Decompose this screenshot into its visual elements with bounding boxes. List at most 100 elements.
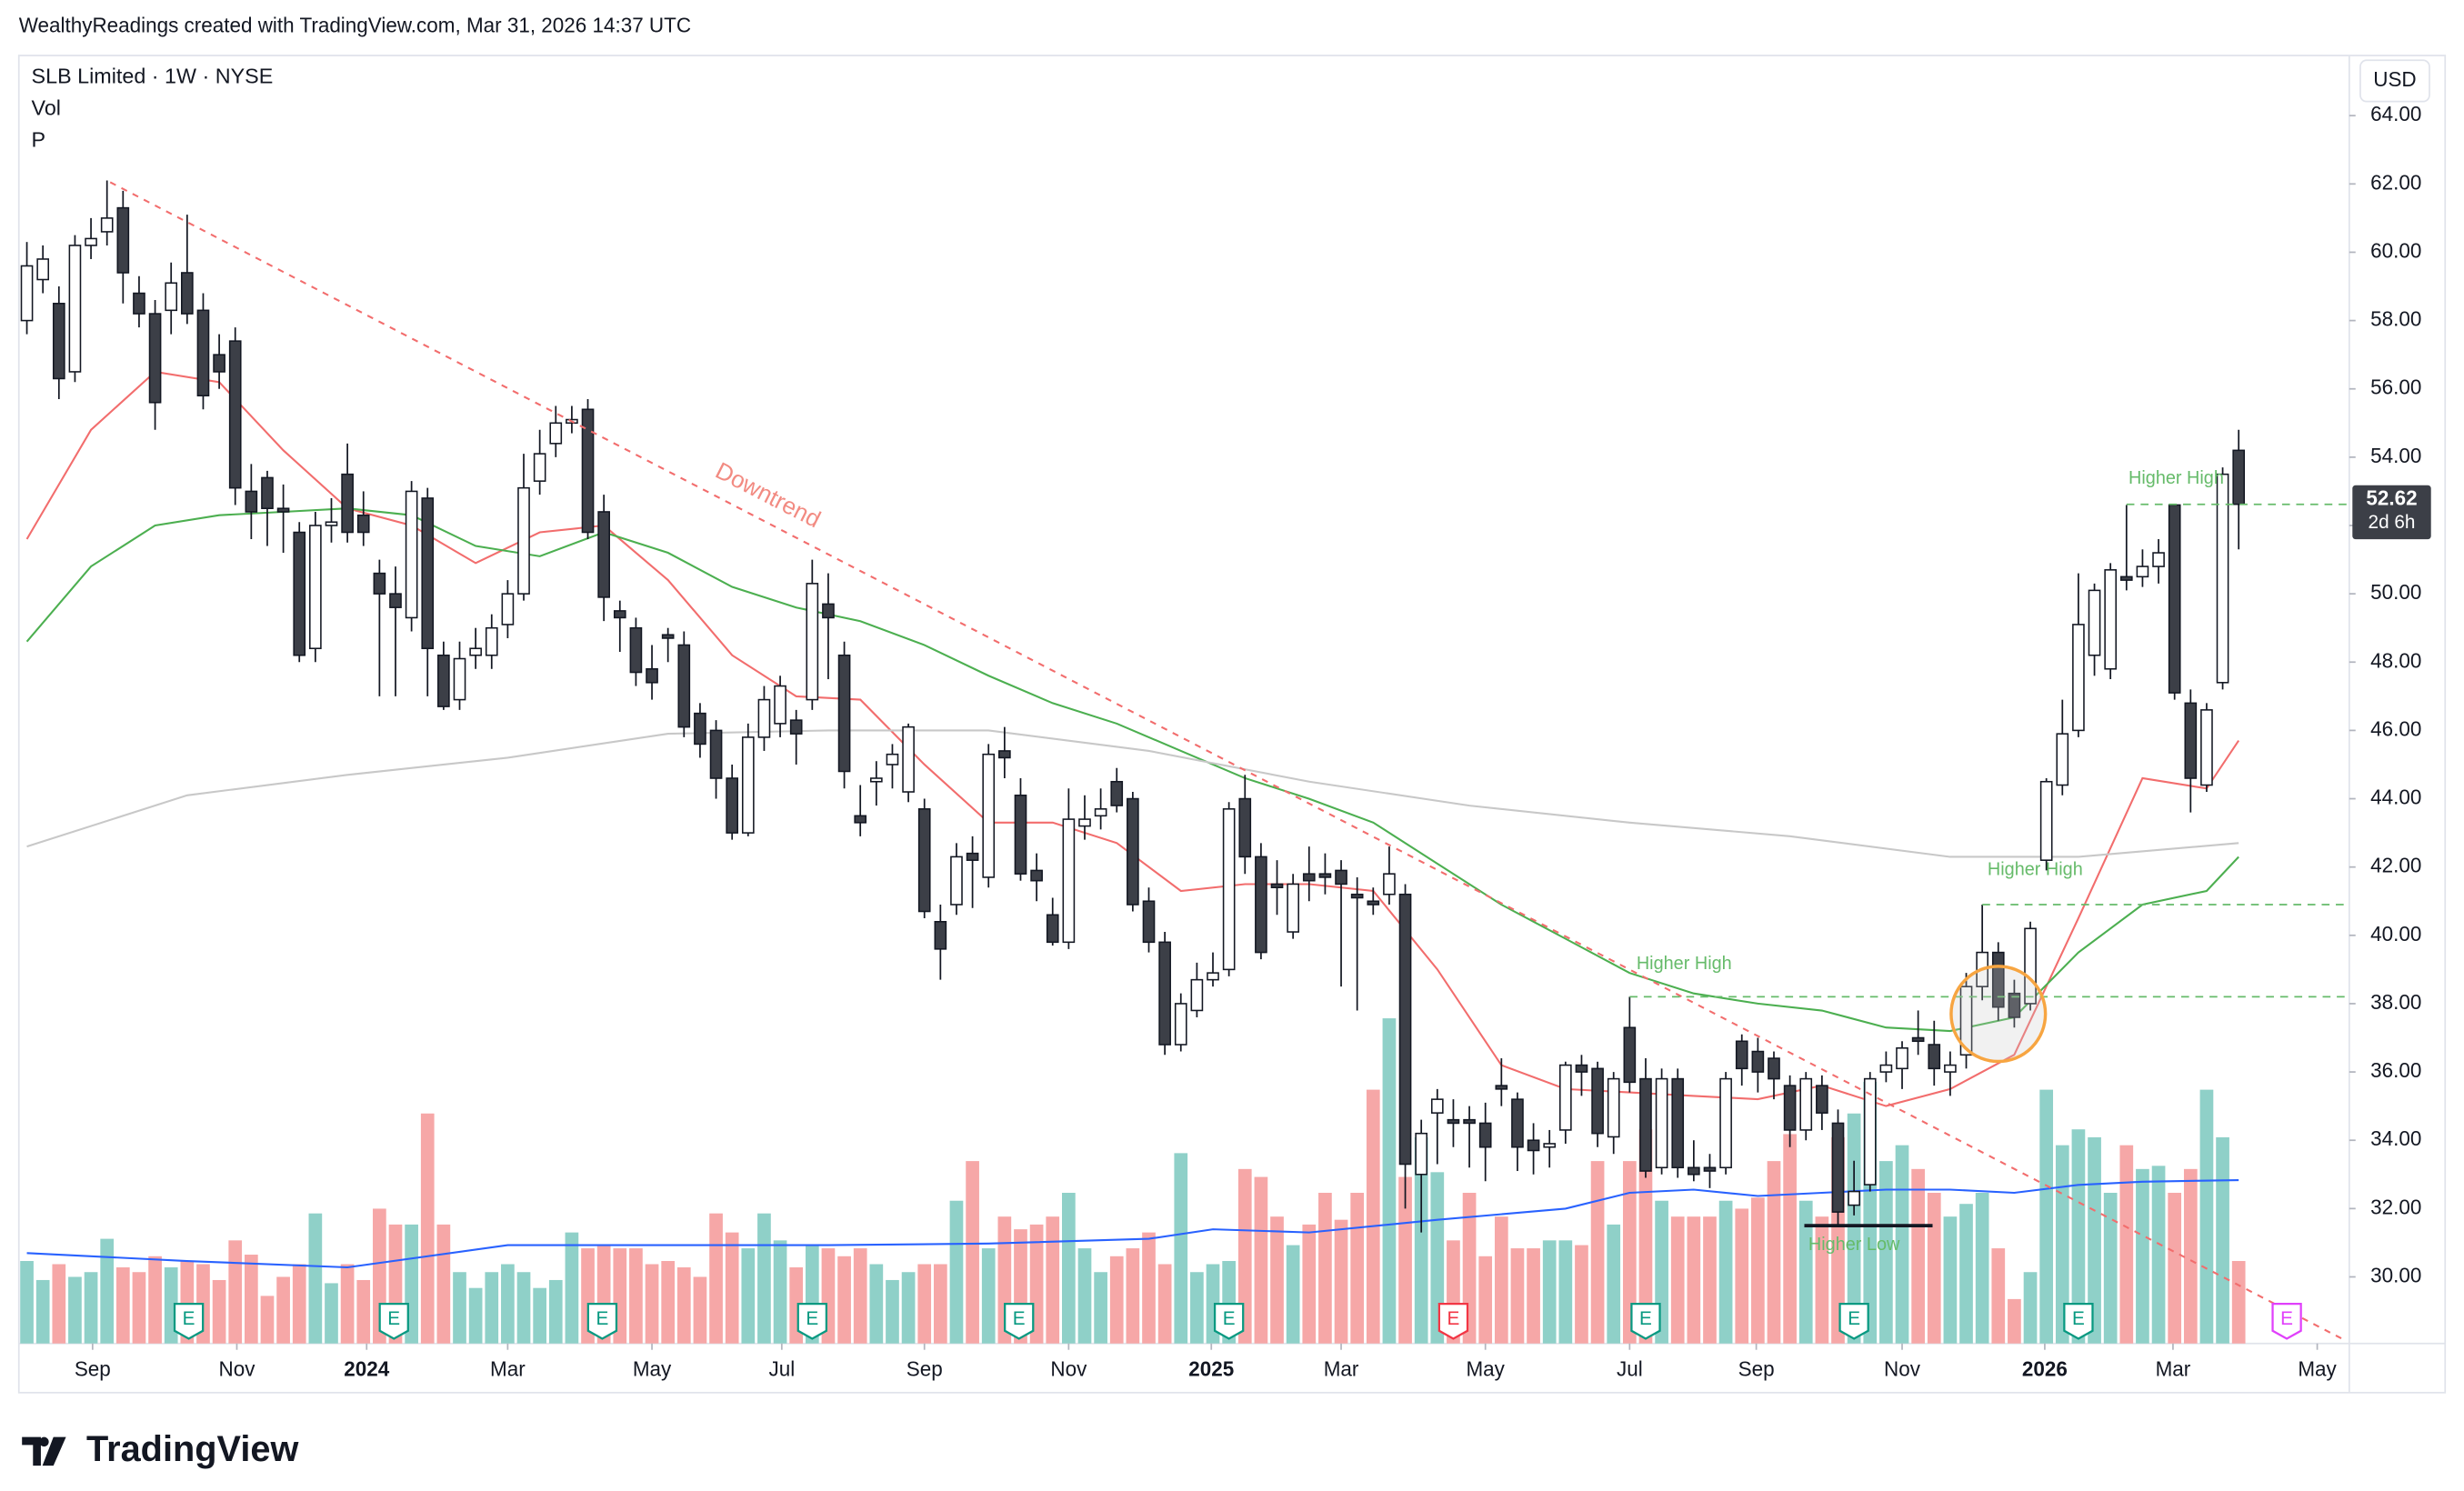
candle-body [789, 719, 803, 735]
x-tick-label: Nov [1884, 1357, 1921, 1380]
x-tick-label: 2024 [344, 1357, 389, 1380]
volume-bar [68, 1276, 82, 1344]
candle-body [597, 511, 610, 598]
candle-body [2088, 589, 2101, 656]
volume-bar [2071, 1129, 2086, 1344]
candle-body [1816, 1085, 1828, 1114]
moving-average-line [25, 507, 2239, 1033]
candle-body [1062, 818, 1076, 944]
x-tick-label: 2026 [2022, 1357, 2068, 1380]
candle-body [148, 313, 162, 404]
candle-body [1607, 1077, 1620, 1138]
candle-body [709, 729, 723, 779]
volume-bar [661, 1261, 676, 1344]
highlight-circle [1949, 965, 2048, 1064]
x-tick-label: Mar [2156, 1357, 2191, 1380]
volume-bar [1142, 1232, 1156, 1344]
x-tick-label: Nov [1050, 1357, 1087, 1380]
candle-body [1110, 780, 1124, 806]
candle-body [870, 777, 883, 783]
volume-bar [1157, 1264, 1172, 1344]
candle-body [1495, 1085, 1508, 1090]
candle-body [2008, 992, 2021, 1018]
candle-body [1046, 914, 1059, 944]
volume-bar [1943, 1216, 1958, 1344]
candle-body [1142, 900, 1156, 944]
earnings-marker [378, 1302, 409, 1340]
candle-body [1287, 883, 1299, 933]
volume-bar [1767, 1161, 1781, 1344]
volume-bar [115, 1267, 130, 1344]
candle-body [469, 647, 482, 656]
candle-body [1302, 873, 1316, 882]
candle-body [293, 531, 306, 656]
y-tick-label: 36.00 [2370, 1059, 2421, 1082]
countdown: 2d 6h [2369, 512, 2416, 533]
candle-body [1383, 873, 1396, 896]
volume-bar [1687, 1216, 1701, 1344]
candle-body [1896, 1046, 1908, 1070]
y-tick-label: 50.00 [2370, 581, 2421, 604]
candle-body [373, 572, 386, 595]
volume-bar [453, 1272, 466, 1344]
volume-bar [1911, 1168, 1925, 1344]
volume-bar [933, 1264, 947, 1344]
candle-body [1575, 1064, 1588, 1073]
volume-bar [1975, 1193, 1989, 1344]
volume-bar [1879, 1161, 1893, 1344]
volume-bar [228, 1240, 243, 1344]
candle-body [694, 712, 706, 746]
candle-body [1094, 808, 1107, 817]
volume-bar [565, 1232, 579, 1344]
x-tick-label: Mar [490, 1357, 526, 1380]
currency-button[interactable] [2359, 59, 2430, 103]
candle-body [982, 753, 996, 878]
y-tick-label: 62.00 [2370, 171, 2421, 194]
volume-bar [1575, 1245, 1588, 1344]
candle-body [1799, 1077, 1813, 1131]
volume-bar [966, 1161, 979, 1344]
volume-bar [1670, 1216, 1685, 1344]
candle-body [1207, 972, 1219, 981]
volume-bar [645, 1264, 659, 1344]
volume-bar [981, 1248, 996, 1344]
candle-body [1222, 808, 1236, 971]
moving-average-line [26, 729, 2239, 858]
volume-bar [629, 1248, 643, 1344]
volume-bar [1638, 1129, 1653, 1344]
candle-body [1559, 1064, 1572, 1131]
candle-body [1879, 1064, 1893, 1073]
volume-bar [1494, 1216, 1508, 1344]
chart-frame [17, 55, 2447, 1394]
candle-body [245, 490, 258, 513]
last-price-tag [2352, 485, 2431, 540]
downtrend-line [109, 181, 2342, 1340]
volume-bar [2216, 1136, 2229, 1344]
candle-body [741, 736, 755, 834]
x-tick-label: Mar [1324, 1357, 1359, 1380]
volume-bar [1959, 1204, 1973, 1344]
earnings-label: E [596, 1308, 608, 1329]
candle-body [1591, 1067, 1604, 1135]
volume-bar [2039, 1089, 2054, 1344]
candle-body [1688, 1166, 1700, 1176]
candle-body [837, 654, 851, 773]
candle-body [549, 422, 563, 445]
volume-bar [2151, 1166, 2166, 1344]
volume-bar [1783, 1134, 1797, 1344]
candle-body [1831, 1122, 1845, 1213]
earnings-marker [2063, 1302, 2094, 1340]
volume-bar [2168, 1193, 2182, 1344]
candle-body [998, 750, 1011, 759]
x-tick-label: Sep [906, 1357, 943, 1380]
volume-bar [1718, 1200, 1733, 1344]
candle-body [1127, 797, 1139, 906]
volume-bar [1607, 1224, 1621, 1344]
candle-body [822, 603, 835, 619]
candle-body [2024, 927, 2037, 1005]
volume-bar [35, 1279, 50, 1344]
y-tick-label: 34.00 [2370, 1127, 2421, 1150]
volume-bar [1798, 1200, 1813, 1344]
earnings-marker [796, 1302, 827, 1340]
